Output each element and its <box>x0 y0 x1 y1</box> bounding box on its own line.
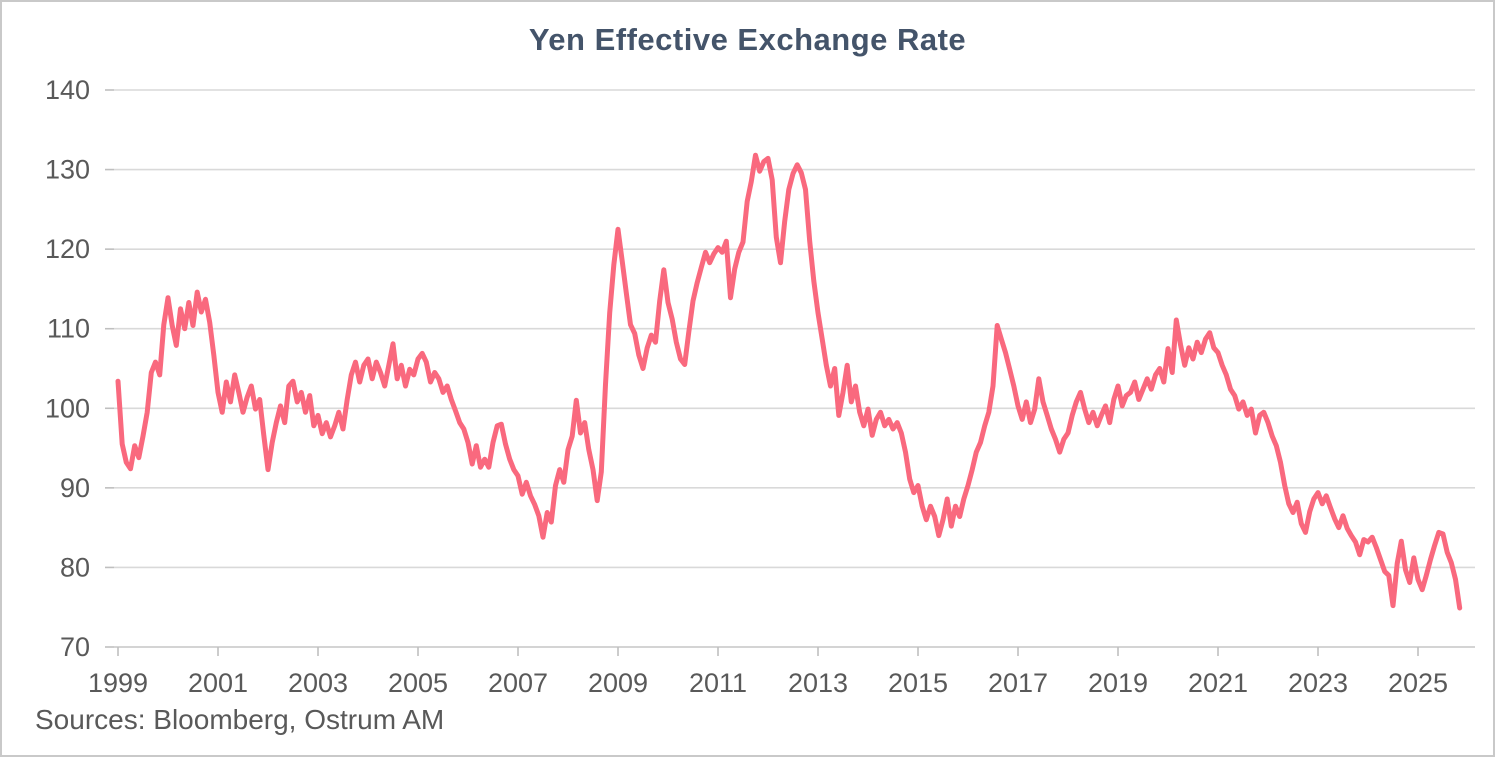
y-axis-label: 110 <box>47 314 90 344</box>
x-axis-labels: 1999 2001 2003 2005 2007 2009 2011 2013 2015 2017… <box>88 668 1448 698</box>
y-axis-label: 70 <box>60 632 90 662</box>
y-axis-label: 90 <box>60 473 90 503</box>
y-axis-label: 80 <box>60 552 90 582</box>
x-axis-label: 1999 <box>88 668 148 698</box>
x-axis-label: 2015 <box>888 668 948 698</box>
y-axis-label: 130 <box>45 155 90 185</box>
x-axis-label: 2017 <box>988 668 1048 698</box>
y-axis-label: 100 <box>45 393 90 423</box>
gridlines <box>114 89 1475 648</box>
x-axis-label: 2011 <box>689 668 747 698</box>
y-axis-label: 120 <box>45 234 90 264</box>
source-note: Sources: Bloomberg, Ostrum AM <box>35 704 445 735</box>
x-axis-label: 2019 <box>1088 668 1148 698</box>
x-axis-label: 2003 <box>288 668 348 698</box>
x-axis-label: 2013 <box>788 668 848 698</box>
chart-title: Yen Effective Exchange Rate <box>528 22 967 57</box>
x-axis-label: 2005 <box>388 668 448 698</box>
y-axis-label: 140 <box>45 75 90 105</box>
x-axis-label: 2007 <box>488 668 548 698</box>
x-axis-label: 2023 <box>1288 668 1348 698</box>
x-axis-label: 2021 <box>1188 668 1248 698</box>
yen-effective-exchange-rate-line <box>115 152 1463 611</box>
yen-series-line <box>115 152 1463 611</box>
x-axis-label: 2009 <box>588 668 648 698</box>
y-axis-labels: 70 80 90 100 110 120 130 140 <box>45 75 90 662</box>
x-axis-label: 2001 <box>188 668 248 698</box>
x-axis-label: 2025 <box>1388 668 1448 698</box>
axis-ticks <box>105 89 1419 656</box>
